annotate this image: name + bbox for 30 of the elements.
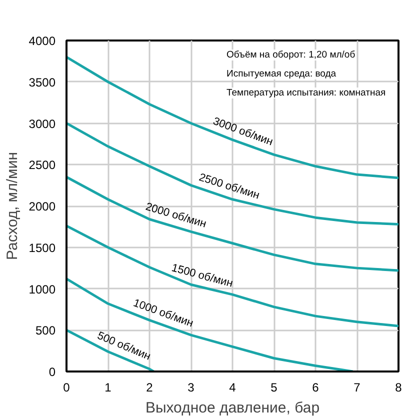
y-axis-title: Расход, мл/мин: [4, 152, 21, 260]
y-tick-label: 3500: [28, 75, 56, 90]
x-tick-label: 4: [229, 380, 236, 394]
x-tick-label: 6: [312, 380, 320, 394]
x-tick-label: 7: [354, 380, 361, 394]
x-tick-label: 1: [104, 380, 112, 394]
x-tick-label: 8: [395, 380, 402, 394]
text: 500 об/мин: [95, 330, 152, 363]
text: 2500 об/мин: [197, 171, 261, 202]
x-axis-title: Выходное давление, бар: [145, 400, 320, 416]
annotation: Объём на оборот: 1,20 мл/об: [226, 50, 356, 60]
x-tick-label: 5: [270, 380, 278, 394]
y-tick-label: 0: [48, 365, 56, 379]
annotation: Температура испытания: комнатная: [226, 88, 386, 98]
y-tick-label: 500: [35, 324, 56, 338]
annotation: Испытуемая среда: вода: [226, 68, 337, 80]
x-tick-label: 0: [63, 380, 70, 394]
y-tick-label: 2000: [28, 200, 56, 214]
line-series: [66, 328, 155, 372]
text: 1500 об/мин: [170, 262, 234, 290]
text: 2000 об/мин: [144, 200, 208, 230]
y-tick-label: 2500: [28, 158, 56, 172]
x-tick-label: 2: [146, 380, 154, 394]
text: 1000 об/мин: [132, 297, 195, 330]
y-tick-label: 1000: [28, 282, 56, 296]
y-tick-label: 1500: [28, 240, 56, 255]
y-tick-label: 3000: [28, 116, 56, 131]
text: 3000 об/мин: [211, 115, 274, 148]
x-tick-label: 3: [188, 380, 195, 394]
y-tick-label: 4000: [28, 34, 56, 48]
